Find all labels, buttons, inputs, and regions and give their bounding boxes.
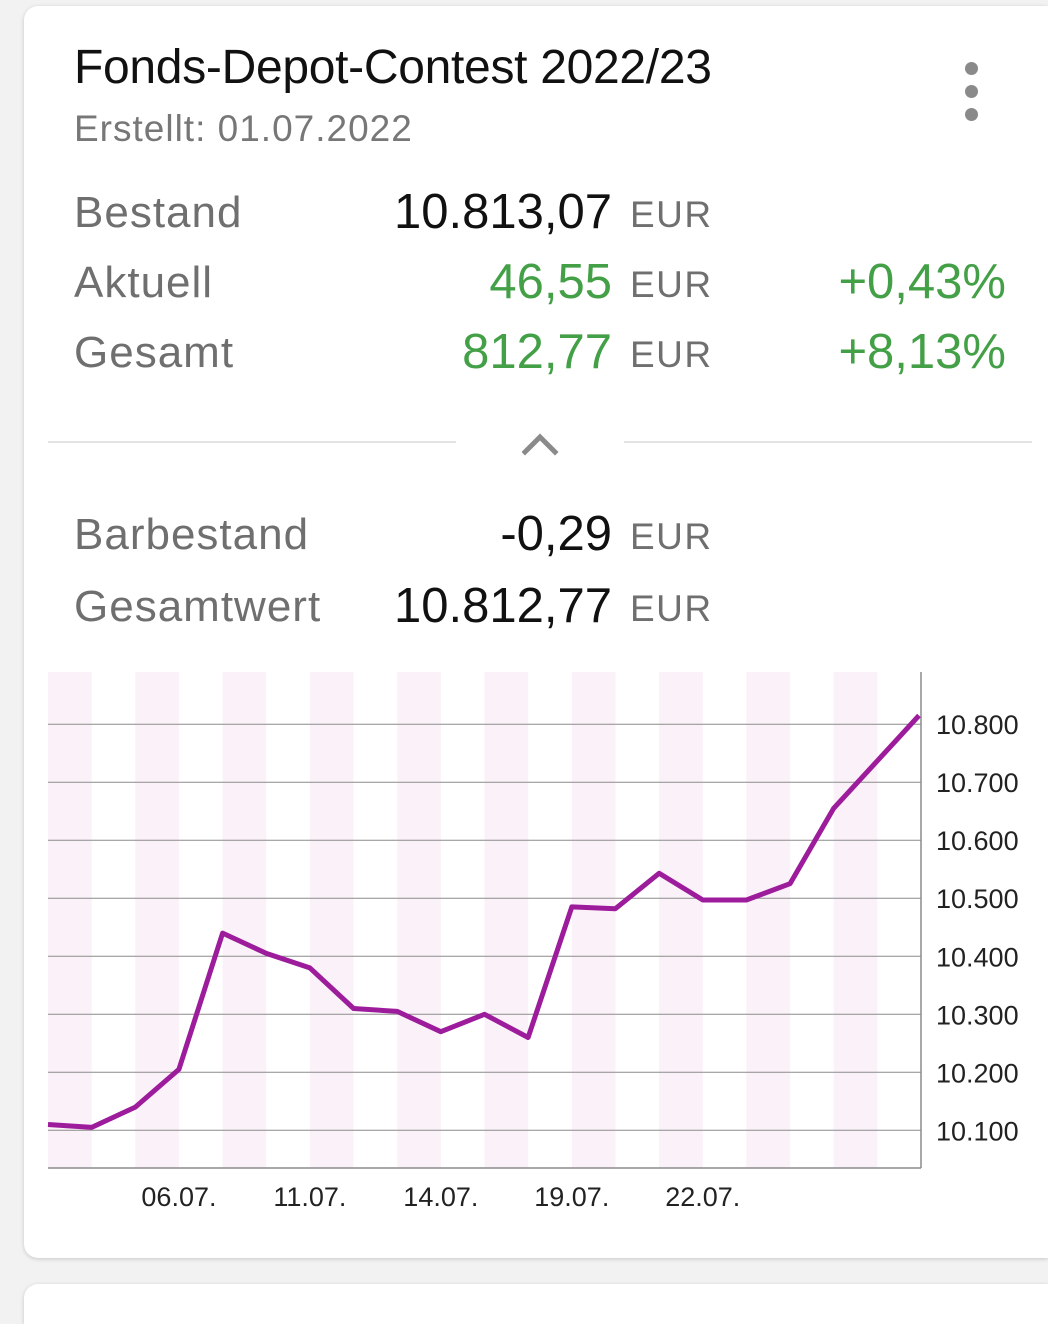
row-value: 46,55: [489, 255, 612, 309]
chart-band: [571, 672, 616, 1168]
depot-card[interactable]: Fonds-Depot-Contest 2022/23 Erstellt: 01…: [24, 6, 1048, 1258]
row-currency: EUR: [630, 194, 713, 235]
y-tick-label: 10.800: [936, 710, 1019, 740]
row-label: Bestand: [74, 188, 243, 237]
divider-right: [624, 441, 1032, 443]
chevron-up-icon[interactable]: [521, 428, 562, 458]
y-tick-label: 10.100: [936, 1116, 1019, 1146]
chart-band: [746, 672, 791, 1168]
row-currency: EUR: [630, 264, 713, 305]
chart-band: [48, 672, 92, 1168]
y-tick-label: 10.700: [936, 768, 1019, 798]
y-tick-label: 10.300: [936, 1000, 1019, 1030]
row-value: 812,77: [462, 325, 612, 379]
chart-band: [397, 672, 441, 1168]
row-currency: EUR: [630, 588, 713, 629]
row-percent: +8,13%: [838, 325, 1006, 379]
chart-band: [309, 672, 354, 1168]
y-tick-label: 10.200: [936, 1058, 1019, 1088]
y-tick-label: 10.500: [936, 884, 1019, 914]
row-bestand: Bestand 10.813,07 EUR: [24, 185, 1048, 248]
row-currency: EUR: [630, 334, 713, 375]
more-vert-icon[interactable]: [959, 62, 985, 122]
row-aktuell: Aktuell 46,55 EUR +0,43%: [24, 255, 1048, 318]
next-card: [24, 1284, 1048, 1324]
x-tick-label: 14.07.: [403, 1182, 478, 1212]
row-gesamtwert: Gesamtwert 10.812,77 EUR: [24, 579, 1048, 642]
y-tick-label: 10.400: [936, 942, 1019, 972]
row-label: Gesamt: [74, 328, 235, 377]
divider-left: [48, 441, 456, 443]
created-date: Erstellt: 01.07.2022: [74, 108, 413, 149]
row-label: Aktuell: [74, 258, 214, 307]
row-percent: +0,43%: [838, 255, 1006, 309]
chart-band: [484, 672, 529, 1168]
row-value: 10.813,07: [394, 185, 612, 239]
row-label: Gesamtwert: [74, 582, 322, 631]
chart-band: [833, 672, 878, 1168]
chart-band: [222, 672, 267, 1168]
x-tick-label: 22.07.: [665, 1182, 740, 1212]
row-label: Barbestand: [74, 510, 310, 559]
row-gesamt: Gesamt 812,77 EUR +8,13%: [24, 325, 1048, 388]
row-value: -0,29: [500, 507, 612, 561]
series-line: [47, 713, 921, 1130]
row-currency: EUR: [630, 516, 713, 557]
depot-title: Fonds-Depot-Contest 2022/23: [74, 41, 712, 94]
value-chart: 10.100 10.200 10.300 10.400 10.500 10.600 10.7…: [47, 672, 1019, 1212]
row-barbestand: Barbestand -0,29 EUR: [24, 507, 1048, 570]
x-tick-label: 06.07.: [141, 1182, 216, 1212]
chart-band: [135, 672, 179, 1168]
x-tick-label: 19.07.: [534, 1182, 609, 1212]
chart-band: [659, 672, 703, 1168]
row-value: 10.812,77: [394, 579, 612, 633]
y-tick-label: 10.600: [936, 826, 1019, 856]
x-tick-label: 11.07.: [273, 1182, 346, 1212]
